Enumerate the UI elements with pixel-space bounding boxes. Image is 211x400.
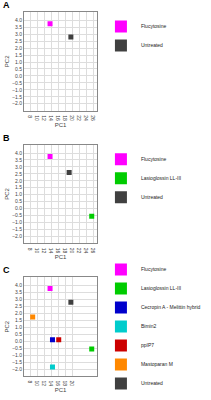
svg-text:2.0: 2.0 — [15, 178, 22, 184]
svg-text:Mastoparan M: Mastoparan M — [141, 361, 173, 367]
svg-text:−0.5: −0.5 — [12, 80, 22, 86]
svg-text:3.5: 3.5 — [15, 289, 22, 295]
svg-text:4.0: 4.0 — [15, 150, 22, 156]
svg-text:PC2: PC2 — [4, 55, 10, 67]
svg-text:1.0: 1.0 — [15, 324, 22, 330]
svg-text:1.5: 1.5 — [15, 184, 22, 190]
svg-text:−2.0: −2.0 — [12, 233, 22, 239]
svg-text:1.5: 1.5 — [15, 52, 22, 58]
svg-text:10: 10 — [34, 381, 40, 387]
svg-text:−1.0: −1.0 — [12, 352, 22, 358]
svg-text:16: 16 — [55, 381, 61, 387]
svg-text:PC2: PC2 — [4, 188, 10, 200]
svg-text:20: 20 — [69, 381, 75, 387]
svg-text:Untreated: Untreated — [141, 42, 163, 48]
svg-text:Cecropin A - Melittin hybrid: Cecropin A - Melittin hybrid — [141, 304, 201, 310]
svg-text:2.5: 2.5 — [15, 171, 22, 177]
svg-text:2.5: 2.5 — [15, 38, 22, 44]
svg-text:1.0: 1.0 — [15, 191, 22, 197]
svg-text:Flucytosine: Flucytosine — [141, 266, 167, 272]
svg-text:18: 18 — [62, 381, 68, 387]
svg-text:14: 14 — [48, 248, 54, 254]
svg-text:PC1: PC1 — [55, 387, 67, 393]
svg-text:0.5: 0.5 — [15, 331, 22, 337]
svg-text:14: 14 — [48, 115, 54, 121]
svg-text:22: 22 — [76, 115, 82, 121]
svg-text:PC2: PC2 — [4, 320, 10, 332]
svg-text:Lasioglossin LL-III: Lasioglossin LL-III — [141, 175, 181, 181]
svg-text:0.5: 0.5 — [15, 66, 22, 72]
svg-text:12: 12 — [41, 381, 47, 387]
svg-text:Flucytosine: Flucytosine — [141, 23, 167, 29]
svg-text:8: 8 — [27, 115, 33, 118]
svg-text:−2.0: −2.0 — [12, 100, 22, 106]
svg-text:−1.0: −1.0 — [12, 87, 22, 93]
svg-text:−0.5: −0.5 — [12, 345, 22, 351]
svg-text:−2.0: −2.0 — [12, 366, 22, 372]
svg-text:−0.5: −0.5 — [12, 212, 22, 218]
svg-text:18: 18 — [62, 248, 68, 254]
svg-text:3.5: 3.5 — [15, 157, 22, 163]
svg-text:16: 16 — [55, 115, 61, 121]
svg-text:22: 22 — [76, 248, 82, 254]
svg-text:−1.5: −1.5 — [12, 359, 22, 365]
svg-text:14: 14 — [48, 381, 54, 387]
svg-text:3.0: 3.0 — [15, 164, 22, 170]
svg-text:−1.5: −1.5 — [12, 94, 22, 100]
svg-text:0.5: 0.5 — [15, 198, 22, 204]
svg-text:A: A — [3, 0, 10, 10]
svg-text:10: 10 — [34, 115, 40, 121]
svg-text:8: 8 — [27, 248, 33, 251]
svg-text:8: 8 — [27, 381, 33, 384]
svg-text:1.5: 1.5 — [15, 317, 22, 323]
svg-text:0.0: 0.0 — [15, 205, 22, 211]
svg-text:PC1: PC1 — [55, 122, 67, 128]
svg-text:Untreated: Untreated — [141, 380, 163, 386]
svg-text:0.0: 0.0 — [15, 338, 22, 344]
svg-text:B: B — [3, 133, 10, 143]
svg-text:20: 20 — [69, 115, 75, 121]
svg-text:26: 26 — [90, 248, 96, 254]
svg-text:24: 24 — [83, 248, 89, 254]
svg-text:Flucytosine: Flucytosine — [141, 156, 167, 162]
svg-text:3.5: 3.5 — [15, 24, 22, 30]
svg-text:18: 18 — [62, 115, 68, 121]
svg-text:2.5: 2.5 — [15, 303, 22, 309]
svg-text:24: 24 — [83, 115, 89, 121]
svg-text:ppIP7: ppIP7 — [141, 342, 154, 348]
svg-text:C: C — [3, 265, 10, 275]
svg-text:3.0: 3.0 — [15, 31, 22, 37]
svg-text:Bimin2: Bimin2 — [141, 323, 157, 329]
svg-text:10: 10 — [34, 248, 40, 254]
svg-text:Lasioglossin LL-III: Lasioglossin LL-III — [141, 285, 181, 291]
svg-text:−1.5: −1.5 — [12, 226, 22, 232]
svg-text:16: 16 — [55, 248, 61, 254]
svg-text:4.0: 4.0 — [15, 282, 22, 288]
svg-text:−1.0: −1.0 — [12, 219, 22, 225]
svg-text:0.0: 0.0 — [15, 73, 22, 79]
svg-text:3.0: 3.0 — [15, 296, 22, 302]
svg-text:4.0: 4.0 — [15, 17, 22, 23]
svg-text:2.0: 2.0 — [15, 310, 22, 316]
svg-text:Untreated: Untreated — [141, 194, 163, 200]
svg-text:1.0: 1.0 — [15, 59, 22, 65]
svg-text:12: 12 — [41, 115, 47, 121]
svg-text:26: 26 — [90, 115, 96, 121]
svg-text:20: 20 — [69, 248, 75, 254]
svg-text:12: 12 — [41, 248, 47, 254]
svg-text:2.0: 2.0 — [15, 45, 22, 51]
svg-text:PC1: PC1 — [55, 254, 67, 260]
